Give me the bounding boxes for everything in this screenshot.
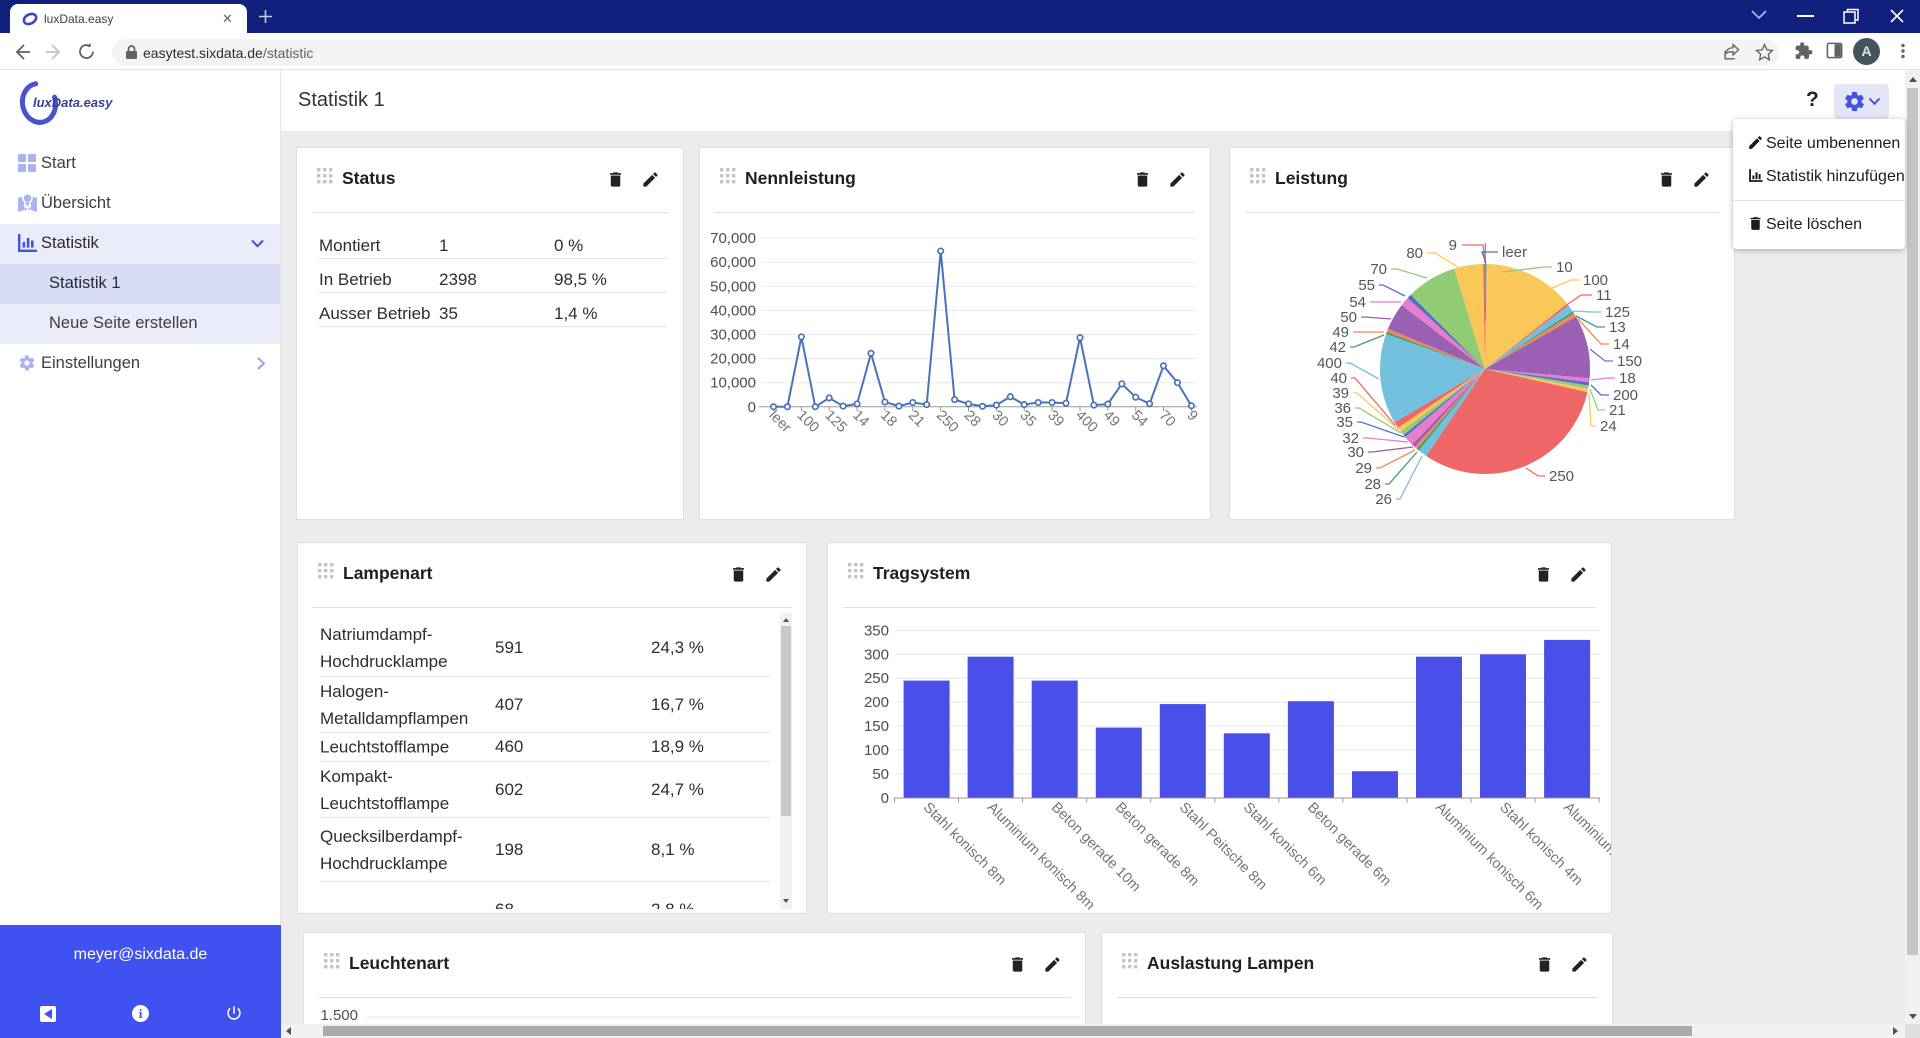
svg-text:80: 80: [1406, 245, 1423, 262]
svg-text:26: 26: [1375, 491, 1392, 508]
svg-text:30: 30: [1347, 444, 1364, 461]
svg-text:20,000: 20,000: [710, 351, 756, 368]
svg-text:250: 250: [1549, 468, 1574, 485]
svg-text:39: 39: [1044, 408, 1067, 431]
svg-text:30,000: 30,000: [710, 327, 756, 344]
svg-text:36: 36: [1334, 400, 1351, 417]
svg-text:35: 35: [1016, 408, 1039, 431]
svg-text:14: 14: [849, 408, 872, 431]
svg-text:125: 125: [821, 408, 849, 436]
svg-text:18: 18: [1619, 370, 1636, 387]
svg-text:28: 28: [961, 408, 984, 431]
svg-text:55: 55: [1358, 277, 1375, 294]
svg-text:9: 9: [1449, 237, 1457, 254]
svg-text:10: 10: [1556, 259, 1573, 276]
svg-text:35: 35: [1336, 414, 1353, 431]
svg-text:0: 0: [881, 790, 889, 807]
svg-text:30: 30: [989, 408, 1012, 431]
svg-text:42: 42: [1329, 339, 1346, 356]
svg-text:9: 9: [1184, 408, 1201, 425]
svg-text:24: 24: [1600, 418, 1617, 435]
svg-text:70: 70: [1370, 261, 1387, 278]
svg-text:70: 70: [1156, 408, 1179, 431]
svg-text:350: 350: [864, 622, 889, 639]
svg-text:250: 250: [864, 670, 889, 687]
svg-text:39: 39: [1332, 385, 1349, 402]
svg-text:28: 28: [1364, 476, 1381, 493]
svg-text:250: 250: [933, 408, 961, 436]
svg-text:400: 400: [1317, 355, 1342, 372]
svg-text:400: 400: [1072, 408, 1100, 436]
svg-text:29: 29: [1355, 460, 1372, 477]
svg-text:14: 14: [1613, 336, 1630, 353]
svg-text:11: 11: [1596, 287, 1612, 304]
svg-text:50,000: 50,000: [710, 278, 756, 295]
svg-text:49: 49: [1332, 324, 1349, 341]
svg-text:150: 150: [1617, 353, 1642, 370]
svg-text:200: 200: [1613, 387, 1638, 404]
svg-text:leer: leer: [1502, 244, 1527, 261]
svg-text:21: 21: [905, 408, 928, 431]
svg-text:49: 49: [1100, 408, 1123, 431]
svg-text:60,000: 60,000: [710, 254, 756, 271]
svg-text:100: 100: [864, 742, 889, 759]
svg-text:32: 32: [1342, 430, 1359, 447]
svg-text:40,000: 40,000: [710, 302, 756, 319]
svg-text:Aluminium konisch 6m: Aluminium konisch 6m: [1432, 800, 1546, 913]
svg-text:13: 13: [1609, 319, 1626, 336]
svg-text:200: 200: [864, 694, 889, 711]
svg-text:125: 125: [1605, 304, 1630, 321]
svg-text:18: 18: [877, 408, 900, 431]
svg-text:10,000: 10,000: [710, 375, 756, 392]
svg-text:54: 54: [1128, 408, 1151, 431]
svg-text:21: 21: [1609, 402, 1626, 419]
svg-text:100: 100: [794, 408, 822, 436]
svg-text:54: 54: [1349, 294, 1366, 311]
svg-text:300: 300: [864, 646, 889, 663]
svg-text:1.500: 1.500: [320, 1007, 358, 1024]
svg-text:50: 50: [1340, 309, 1357, 326]
svg-text:50: 50: [872, 766, 889, 783]
svg-text:0: 0: [748, 399, 756, 416]
svg-text:Aluminium konisch 8m: Aluminium konisch 8m: [984, 800, 1098, 913]
svg-text:Aluminium konisch 4m: Aluminium konisch 4m: [1560, 800, 1611, 913]
svg-text:100: 100: [1583, 272, 1608, 289]
svg-text:150: 150: [864, 718, 889, 735]
svg-text:luxData.easy: luxData.easy: [33, 95, 113, 110]
svg-text:leer: leer: [766, 408, 795, 437]
svg-text:40: 40: [1330, 370, 1347, 387]
svg-text:70,000: 70,000: [710, 230, 756, 247]
